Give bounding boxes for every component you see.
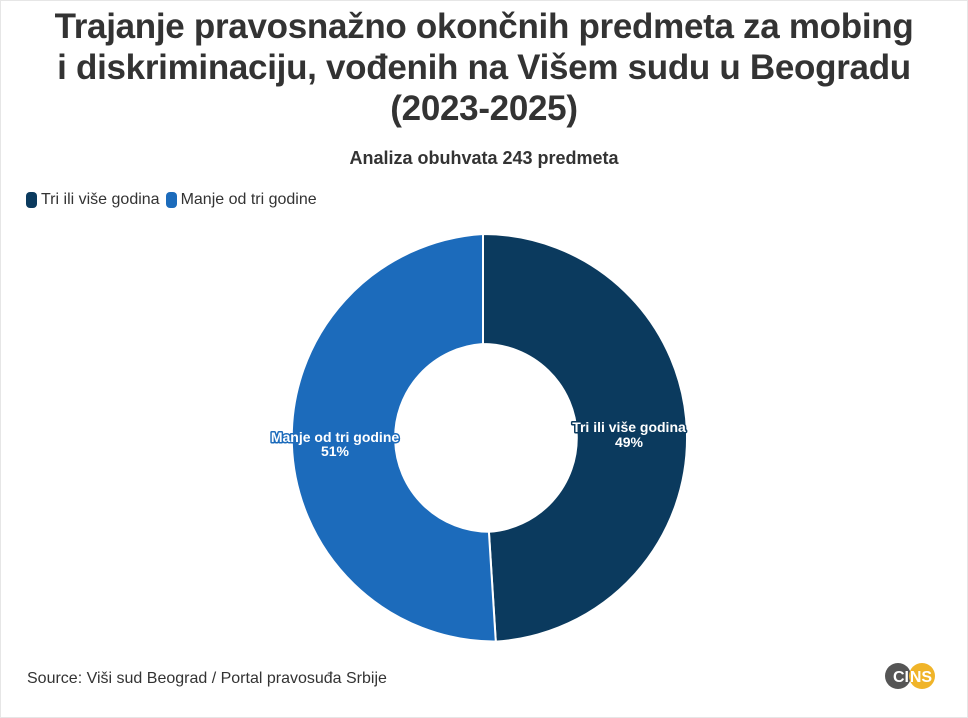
logo-right-text: NS	[910, 669, 933, 686]
slice-label-manje-od-tri: Manje od tri godine	[271, 429, 400, 445]
legend-swatch-icon	[26, 192, 37, 208]
slice-tri-ili-vise[interactable]	[482, 232, 689, 643]
title-line-1: Trajanje pravosnažno okončnih predmeta z…	[54, 7, 914, 46]
legend: Tri ili više godina Manje od tri godine	[26, 191, 323, 209]
slice-pct-tri-ili-vise: 49%	[615, 434, 644, 450]
chart-subtitle: Analiza obuhvata 243 predmeta	[349, 148, 619, 168]
slice-pct-manje-od-tri: 51%	[321, 443, 350, 459]
logo-left-text: CI	[893, 669, 909, 686]
title-line-3: (2023-2025)	[390, 89, 578, 128]
legend-label: Tri ili više godina	[41, 191, 160, 208]
title-line-2: i diskriminaciju, vođenih na Višem sudu …	[57, 48, 911, 87]
source-credit: Source: Viši sud Beograd / Portal pravos…	[27, 670, 387, 687]
cins-logo-icon: CI NS	[885, 663, 935, 689]
legend-item-manje-od-tri[interactable]: Manje od tri godine	[165, 191, 317, 209]
slice-label-tri-ili-vise: Tri ili više godina	[572, 419, 686, 435]
legend-swatch-icon	[165, 192, 177, 208]
slice-manje-od-tri[interactable]	[290, 232, 497, 643]
chart-title: Trajanje pravosnažno okončnih predmeta z…	[0, 6, 968, 129]
legend-label: Manje od tri godine	[180, 191, 317, 208]
legend-item-tri-ili-vise[interactable]: Tri ili više godina	[26, 191, 160, 209]
